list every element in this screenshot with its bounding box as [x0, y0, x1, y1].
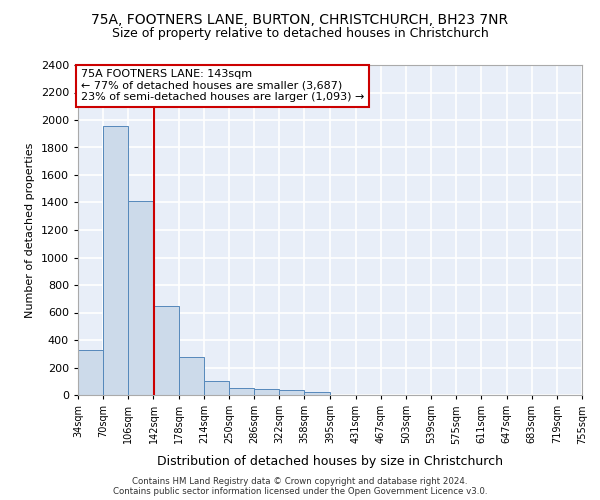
Text: Size of property relative to detached houses in Christchurch: Size of property relative to detached ho…: [112, 28, 488, 40]
Text: 75A, FOOTNERS LANE, BURTON, CHRISTCHURCH, BH23 7NR: 75A, FOOTNERS LANE, BURTON, CHRISTCHURCH…: [91, 12, 509, 26]
X-axis label: Distribution of detached houses by size in Christchurch: Distribution of detached houses by size …: [157, 454, 503, 468]
Bar: [304, 392, 329, 395]
Bar: [280, 390, 304, 395]
Text: Contains public sector information licensed under the Open Government Licence v3: Contains public sector information licen…: [113, 487, 487, 496]
Y-axis label: Number of detached properties: Number of detached properties: [25, 142, 35, 318]
Bar: [78, 350, 103, 395]
Text: 75A FOOTNERS LANE: 143sqm
← 77% of detached houses are smaller (3,687)
23% of se: 75A FOOTNERS LANE: 143sqm ← 77% of detac…: [81, 69, 364, 102]
Bar: [229, 388, 254, 395]
Bar: [103, 126, 128, 395]
Bar: [128, 201, 154, 395]
Bar: [254, 389, 280, 395]
Text: Contains HM Land Registry data © Crown copyright and database right 2024.: Contains HM Land Registry data © Crown c…: [132, 477, 468, 486]
Bar: [204, 380, 229, 395]
Bar: [179, 357, 204, 395]
Bar: [154, 306, 179, 395]
